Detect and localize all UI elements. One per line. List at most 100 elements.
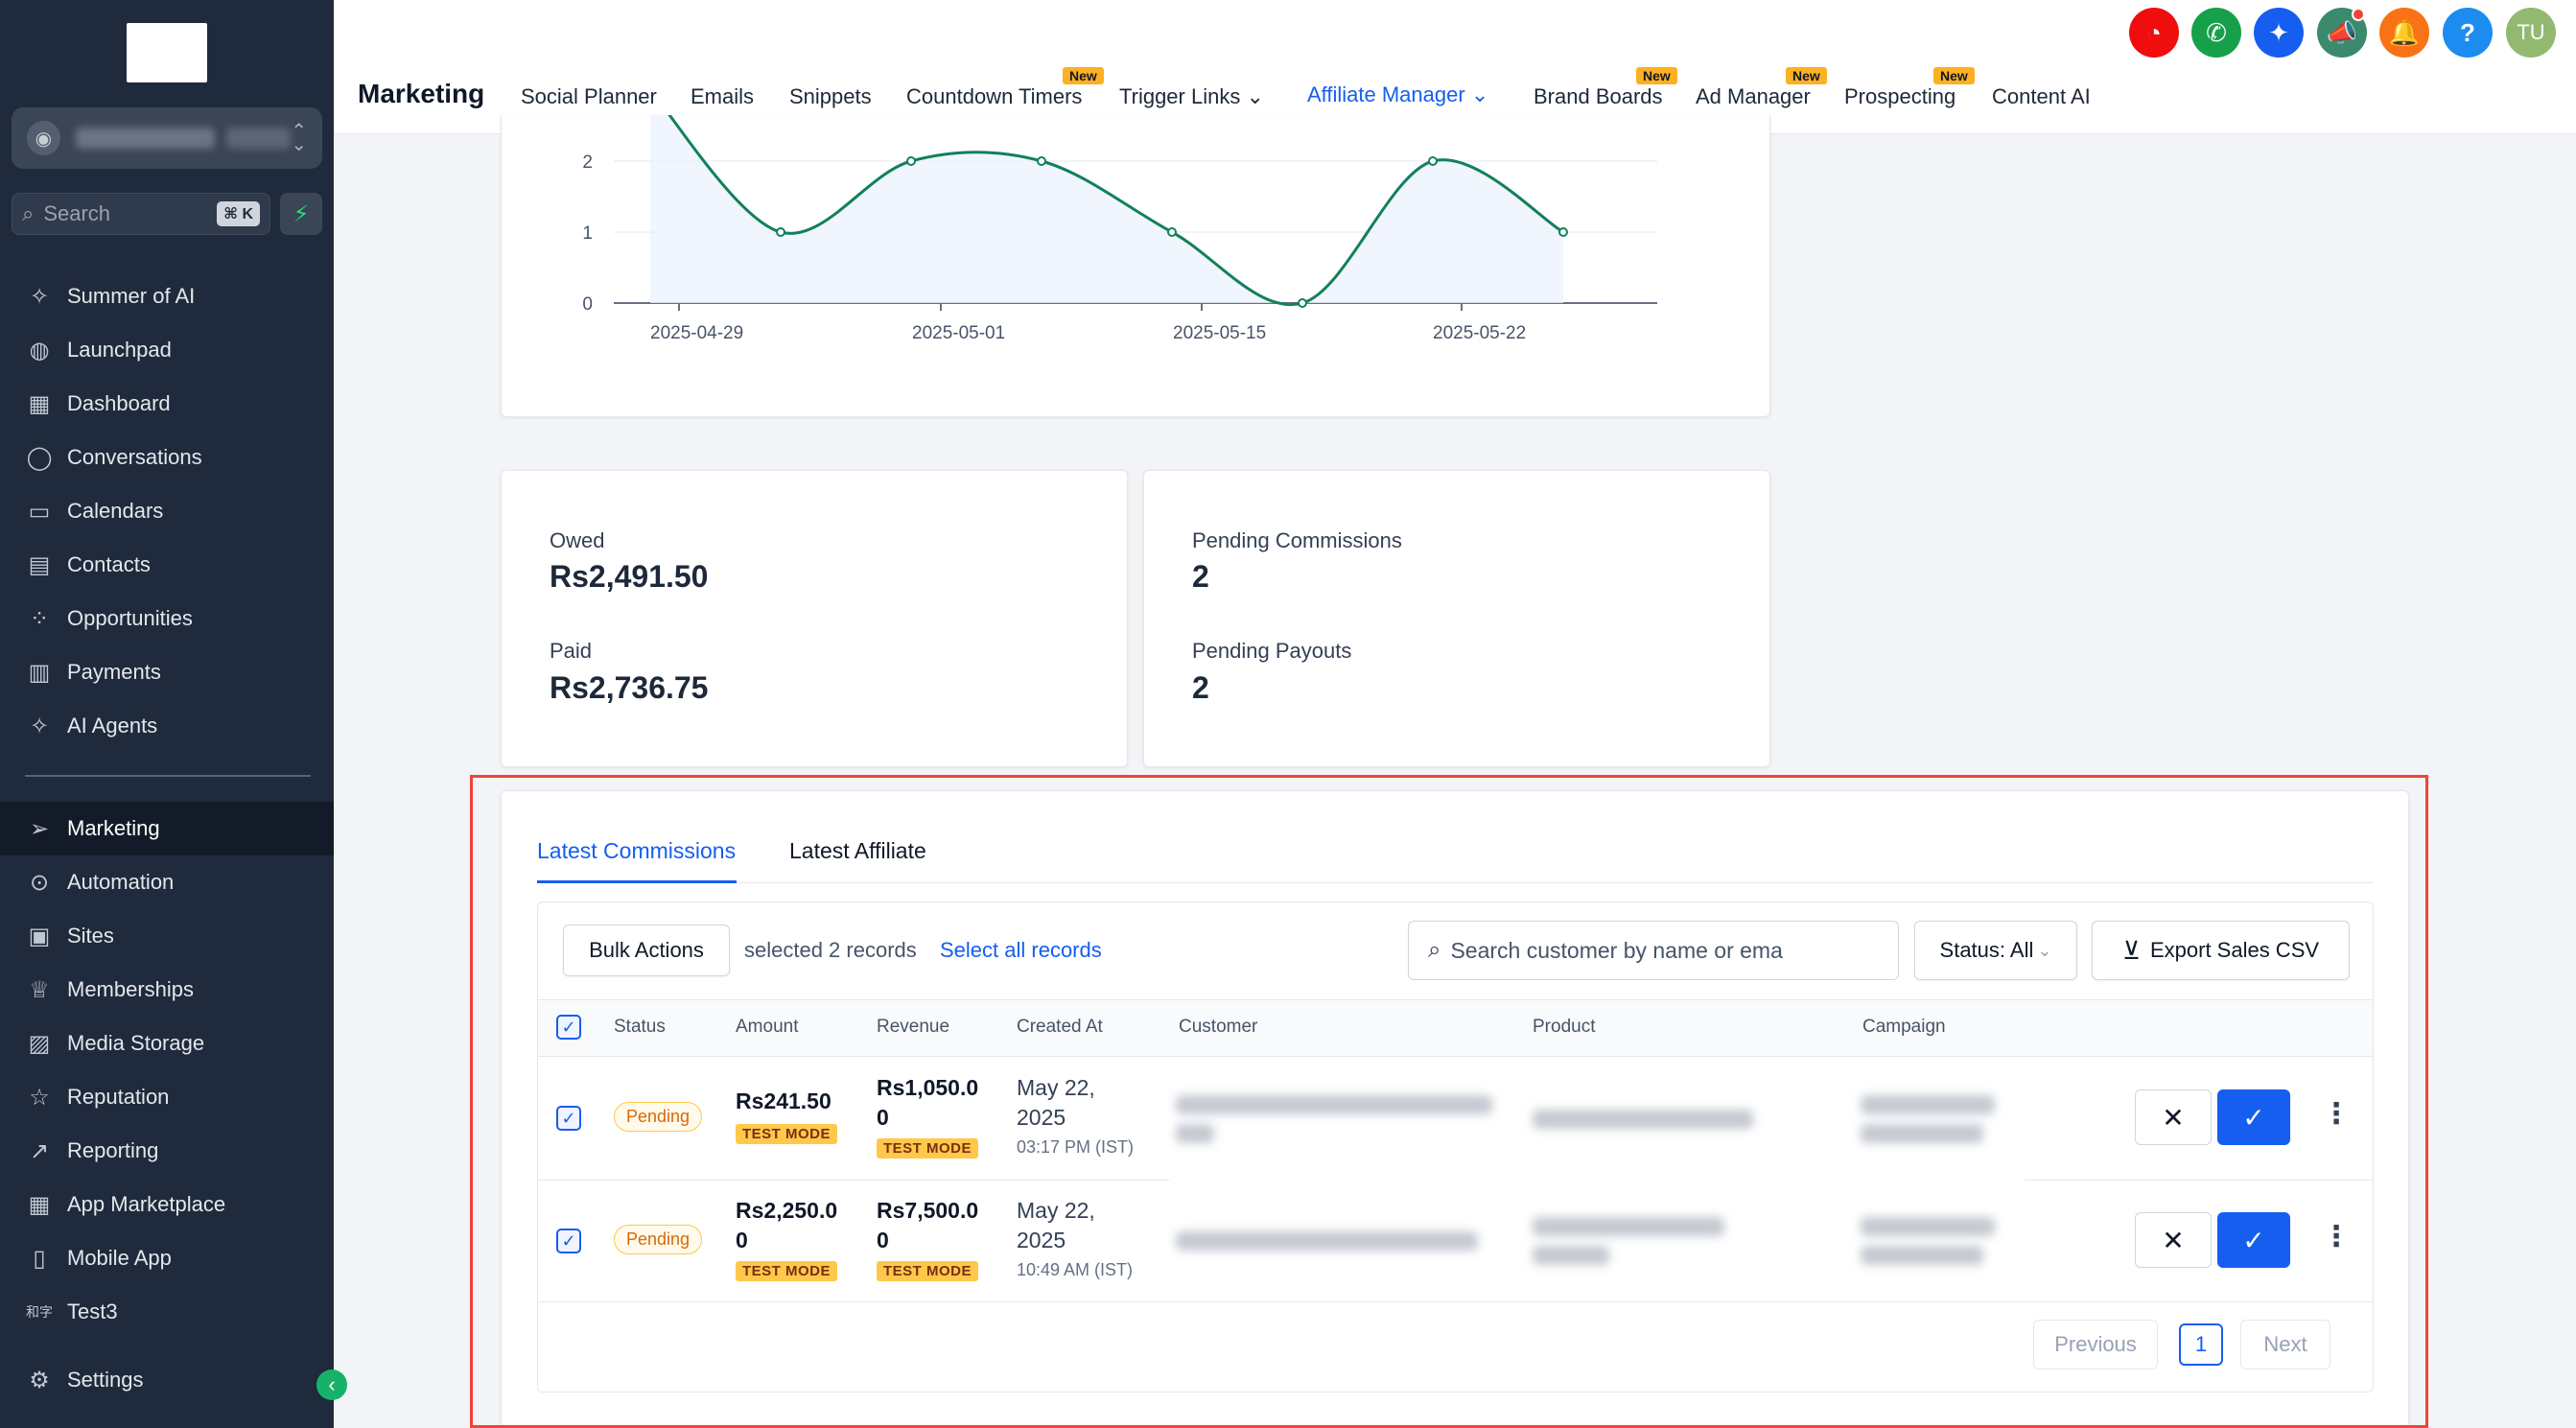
tab-snippets[interactable]: Snippets	[789, 84, 872, 108]
sidebar-item-test3[interactable]: 和字 Test3	[0, 1285, 334, 1339]
reject-button[interactable]: ✕	[2135, 1089, 2212, 1145]
pending-payouts-value: 2	[1192, 670, 1209, 705]
sidebar-item-contacts[interactable]: ▤ Contacts	[0, 538, 334, 592]
row-checkbox[interactable]: ✓	[556, 1106, 581, 1131]
sidebar-item-opportunities[interactable]: ⁘ Opportunities	[0, 592, 334, 645]
sidebar-item-label: App Marketplace	[67, 1192, 226, 1216]
tab-latest-affiliate[interactable]: Latest Affiliate	[789, 838, 926, 863]
sidebar-item-settings[interactable]: ⚙ Settings	[0, 1353, 334, 1407]
sidebar-item-launchpad[interactable]: ◍ Launchpad	[0, 323, 334, 377]
tab-content-ai[interactable]: Content AI	[1992, 84, 2091, 108]
table-header	[538, 999, 2373, 1057]
row-divider	[2025, 1180, 2374, 1181]
approve-button[interactable]: ✓	[2217, 1212, 2290, 1268]
speedometer-icon[interactable]: ◔	[2129, 8, 2179, 58]
chart-point	[1167, 227, 1177, 237]
payments-icon: ▥	[28, 659, 51, 686]
sidebar-item-app-marketplace[interactable]: ▦ App Marketplace	[0, 1178, 334, 1231]
sidebar-item-label: Media Storage	[67, 1031, 205, 1055]
revenue-value: Rs7,500.0	[877, 1198, 979, 1223]
ai-sparkle-icon[interactable]: ✦	[2254, 8, 2304, 58]
previous-page-button[interactable]: Previous	[2033, 1320, 2158, 1369]
commissions-chart-card: 0 1 2 2025-04-29 2025-05-01 2025-05-15 2025-0…	[501, 88, 1770, 417]
created-date: May 22,	[1017, 1075, 1095, 1100]
sidebar-item-calendars[interactable]: ▭ Calendars	[0, 484, 334, 538]
campaign-redacted	[1861, 1124, 1983, 1143]
sidebar-item-label: Payments	[67, 660, 161, 684]
amount-value: Rs2,250.0	[736, 1198, 838, 1223]
select-all-records-link[interactable]: Select all records	[940, 938, 1102, 962]
chevron-down-icon: ⌄	[1246, 84, 1264, 108]
sidebar-search[interactable]: ⌕ Search ⌘ K	[12, 193, 270, 235]
more-options-icon[interactable]: ⋮	[2322, 1098, 2351, 1130]
product-redacted	[1533, 1246, 1609, 1265]
sidebar-item-memberships[interactable]: ♕ Memberships	[0, 963, 334, 1017]
sidebar-item-reporting[interactable]: ↗ Reporting	[0, 1124, 334, 1178]
tab-emails[interactable]: Emails	[691, 84, 755, 108]
chart-point	[1558, 227, 1568, 237]
chart-point	[906, 156, 916, 166]
paid-value: Rs2,736.75	[550, 670, 709, 705]
account-sub-redacted	[225, 128, 292, 149]
tab-affiliate-manager[interactable]: Affiliate Manager ⌄	[1307, 82, 1488, 107]
sidebar-item-label: Reputation	[67, 1085, 170, 1109]
sidebar-item-reputation[interactable]: ☆ Reputation	[0, 1070, 334, 1124]
status-filter-select[interactable]: Status: All ⌄	[1914, 921, 2077, 980]
chart-y-tick: 2	[582, 152, 593, 173]
help-button[interactable]: ?	[2443, 8, 2493, 58]
tab-prospecting[interactable]: Prospecting	[1844, 84, 1956, 108]
sidebar-item-conversations[interactable]: ◯ Conversations	[0, 431, 334, 484]
export-sales-csv-button[interactable]: ⊻ Export Sales CSV	[2092, 921, 2350, 980]
test-mode-badge: TEST MODE	[736, 1124, 838, 1144]
row-checkbox[interactable]: ✓	[556, 1229, 581, 1253]
user-avatar[interactable]: TU	[2506, 8, 2556, 58]
sidebar-item-label: AI Agents	[67, 714, 158, 737]
sidebar-item-label: Launchpad	[67, 338, 172, 362]
page-1-button[interactable]: 1	[2179, 1323, 2223, 1366]
sidebar-item-label: Summer of AI	[67, 284, 196, 308]
sidebar-item-summer-of-ai[interactable]: ✧ Summer of AI	[0, 269, 334, 323]
sidebar-item-payments[interactable]: ▥ Payments	[0, 645, 334, 699]
tab-trigger-links[interactable]: Trigger Links ⌄	[1119, 84, 1264, 109]
customer-search-input[interactable]: ⌕ Search customer by name or ema	[1408, 921, 1899, 980]
sidebar-item-media-storage[interactable]: ▨ Media Storage	[0, 1017, 334, 1070]
phone-icon[interactable]: ✆	[2191, 8, 2241, 58]
quick-action-bolt-icon[interactable]: ⚡	[280, 193, 322, 235]
company-logo[interactable]	[127, 23, 207, 82]
sidebar-item-sites[interactable]: ▣ Sites	[0, 909, 334, 963]
sidebar-item-automation[interactable]: ⊙ Automation	[0, 855, 334, 909]
customer-redacted	[1176, 1231, 1478, 1251]
select-all-checkbox[interactable]: ✓	[556, 1015, 581, 1040]
sidebar-item-mobile-app[interactable]: ▯ Mobile App	[0, 1231, 334, 1285]
sparkle-icon: ✧	[29, 283, 50, 310]
send-icon: ➢	[29, 815, 50, 842]
tab-social-planner[interactable]: Social Planner	[521, 84, 657, 108]
sidebar-item-marketing[interactable]: ➢ Marketing	[0, 802, 334, 855]
new-badge: New	[1636, 67, 1677, 84]
tab-countdown-timers[interactable]: Countdown Timers	[906, 84, 1083, 108]
sidebar-item-label: Automation	[67, 870, 175, 894]
next-page-button[interactable]: Next	[2240, 1320, 2330, 1369]
status-filter-value: Status: All	[1939, 938, 2034, 962]
apps-icon: ▦	[28, 1191, 51, 1218]
chart-point	[776, 227, 785, 237]
bell-icon[interactable]: 🔔	[2379, 8, 2429, 58]
collapse-sidebar-icon[interactable]: ‹	[316, 1369, 347, 1400]
tab-brand-boards[interactable]: Brand Boards	[1534, 84, 1663, 108]
tab-ad-manager[interactable]: Ad Manager	[1696, 84, 1811, 108]
active-tab-indicator	[537, 880, 737, 883]
tab-latest-commissions[interactable]: Latest Commissions	[537, 838, 737, 863]
account-switcher[interactable]: ◉ ⌃ ⌄	[12, 107, 322, 169]
dashboard-icon: ▦	[28, 390, 51, 417]
revenue-value-cont: 0	[877, 1228, 889, 1252]
bulk-actions-button[interactable]: Bulk Actions	[563, 925, 730, 976]
sidebar-item-ai-agents[interactable]: ✧ AI Agents	[0, 699, 334, 753]
reject-button[interactable]: ✕	[2135, 1212, 2212, 1268]
sidebar-item-dashboard[interactable]: ▦ Dashboard	[0, 377, 334, 431]
custom-icon: 和字	[26, 1304, 53, 1320]
pending-card: Pending Commissions 2 Pending Payouts 2	[1143, 470, 1770, 767]
chart-y-tick: 0	[582, 294, 593, 315]
approve-button[interactable]: ✓	[2217, 1089, 2290, 1145]
pending-payouts-label: Pending Payouts	[1192, 639, 1352, 663]
more-options-icon[interactable]: ⋮	[2322, 1221, 2351, 1252]
